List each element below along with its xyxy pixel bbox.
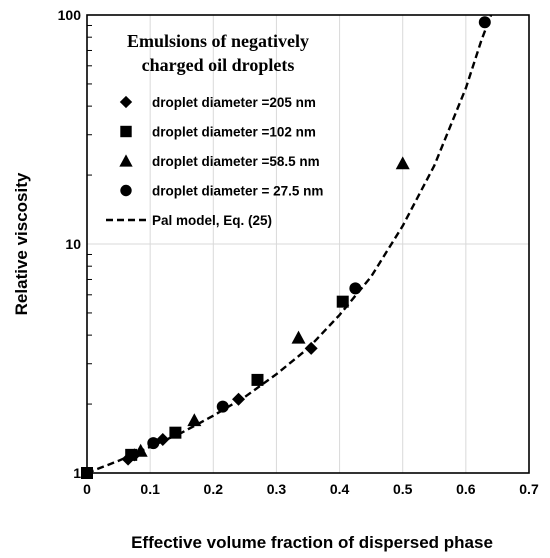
plot-frame: [86, 14, 530, 474]
x-tick-label: 0.7: [519, 481, 539, 497]
x-tick-label: 0.3: [267, 481, 287, 497]
legend-label: droplet diameter =102 nm: [152, 125, 316, 140]
y-tick-labels: 1 10 100: [58, 7, 82, 481]
x-tick-label: 0.1: [140, 481, 160, 497]
data-point-triangle: [395, 156, 410, 170]
x-tick-label: 0.5: [393, 481, 413, 497]
x-axis-title: Effective volume fraction of dispersed p…: [131, 533, 493, 552]
y-axis-title: Relative viscosity: [12, 172, 31, 315]
legend-title-line1: Emulsions of negatively: [127, 31, 309, 51]
data-point-square: [336, 295, 349, 308]
y-tick-label: 1: [73, 465, 81, 481]
legend: Emulsions of negatively charged oil drop…: [106, 31, 323, 228]
data-point-triangle: [187, 413, 202, 427]
legend-label: droplet diameter =58.5 nm: [152, 154, 320, 169]
data-point-circle: [349, 282, 362, 295]
data-point-diamond: [232, 392, 246, 406]
minor-ticks: [87, 24, 92, 405]
y-tick-label: 100: [58, 7, 82, 23]
data-point-triangle: [291, 330, 306, 344]
x-tick-label: 0.4: [330, 481, 350, 497]
data-point-diamond: [156, 433, 170, 447]
data-point-square: [251, 373, 264, 386]
data-point-square: [169, 426, 182, 439]
data-point-diamond: [304, 341, 318, 355]
data-point-square: [125, 448, 138, 461]
x-tick-label: 0.6: [456, 481, 476, 497]
data-point-circle: [216, 400, 229, 413]
legend-entries: droplet diameter =205 nm droplet diameter…: [106, 95, 323, 228]
legend-swatch-square: [120, 125, 132, 138]
x-tick-label: 0.2: [204, 481, 224, 497]
legend-label: droplet diameter = 27.5 nm: [152, 184, 323, 199]
data-point-circle: [147, 437, 160, 450]
x-tick-label: 0: [83, 481, 91, 497]
gridlines: [87, 15, 529, 473]
data-point-circle: [478, 16, 491, 29]
data-point-triangle: [133, 443, 148, 457]
legend-swatch-circle: [120, 184, 132, 197]
legend-label: Pal model, Eq. (25): [152, 213, 272, 228]
data-points-layer: [81, 16, 491, 479]
legend-swatch-diamond: [119, 95, 133, 109]
y-tick-label: 10: [65, 236, 81, 252]
legend-title-line2: charged oil droplets: [142, 55, 295, 75]
x-tick-labels: 0 0.1 0.2 0.3 0.4 0.5 0.6 0.7: [83, 481, 539, 497]
legend-label: droplet diameter =205 nm: [152, 95, 316, 110]
legend-swatch-triangle: [119, 154, 133, 167]
